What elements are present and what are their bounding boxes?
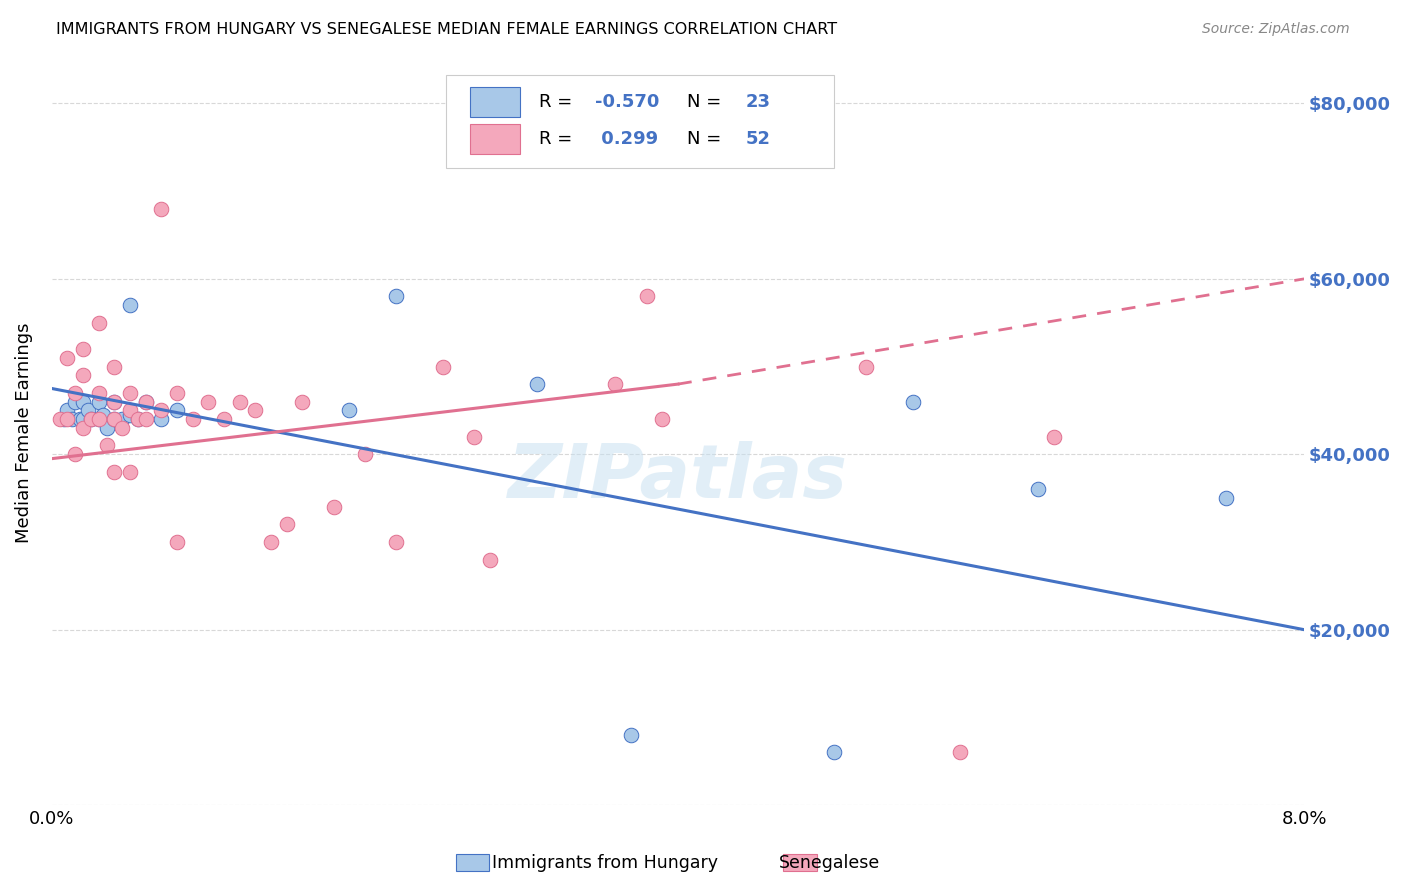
- Point: [855, 359, 877, 374]
- Point: [103, 394, 125, 409]
- Point: [824, 746, 846, 760]
- Point: [385, 535, 408, 549]
- Point: [1215, 491, 1237, 505]
- Point: [1026, 483, 1049, 497]
- Text: 0.299: 0.299: [595, 130, 658, 148]
- Text: Source: ZipAtlas.com: Source: ZipAtlas.com: [1202, 22, 1350, 37]
- FancyBboxPatch shape: [470, 87, 520, 117]
- Text: -0.570: -0.570: [595, 93, 659, 112]
- Point: [87, 412, 110, 426]
- Point: [276, 517, 298, 532]
- Text: R =: R =: [538, 93, 572, 112]
- Point: [135, 412, 157, 426]
- Point: [72, 412, 94, 426]
- Point: [118, 298, 141, 312]
- Point: [53, 412, 76, 426]
- FancyBboxPatch shape: [783, 854, 817, 871]
- Point: [949, 746, 972, 760]
- Point: [65, 385, 87, 400]
- Point: [605, 377, 627, 392]
- Point: [118, 385, 141, 400]
- Point: [526, 377, 548, 392]
- Point: [228, 394, 250, 409]
- Text: ZIPatlas: ZIPatlas: [508, 441, 848, 514]
- Point: [65, 394, 87, 409]
- Point: [72, 394, 94, 409]
- FancyBboxPatch shape: [456, 854, 489, 871]
- Point: [166, 535, 188, 549]
- Point: [103, 359, 125, 374]
- Point: [103, 465, 125, 479]
- Point: [901, 394, 924, 409]
- Point: [432, 359, 454, 374]
- Point: [150, 412, 173, 426]
- Point: [636, 289, 658, 303]
- Point: [181, 412, 204, 426]
- Text: R =: R =: [538, 130, 572, 148]
- Point: [76, 403, 98, 417]
- Point: [127, 412, 149, 426]
- Text: 52: 52: [745, 130, 770, 148]
- Point: [118, 408, 141, 422]
- Point: [166, 403, 188, 417]
- Point: [96, 421, 118, 435]
- Text: Senegalese: Senegalese: [779, 854, 880, 871]
- FancyBboxPatch shape: [470, 125, 520, 154]
- Point: [87, 385, 110, 400]
- Point: [72, 368, 94, 383]
- Point: [60, 412, 83, 426]
- Point: [651, 412, 673, 426]
- Point: [479, 552, 502, 566]
- Point: [150, 202, 173, 216]
- Point: [291, 394, 314, 409]
- Point: [80, 412, 103, 426]
- Point: [93, 408, 115, 422]
- Point: [72, 342, 94, 356]
- Point: [48, 412, 70, 426]
- Point: [87, 316, 110, 330]
- FancyBboxPatch shape: [446, 75, 835, 168]
- Point: [111, 421, 134, 435]
- Text: Immigrants from Hungary: Immigrants from Hungary: [492, 854, 717, 871]
- Point: [127, 412, 149, 426]
- Text: 23: 23: [745, 93, 770, 112]
- Point: [56, 412, 79, 426]
- Point: [135, 394, 157, 409]
- Text: IMMIGRANTS FROM HUNGARY VS SENEGALESE MEDIAN FEMALE EARNINGS CORRELATION CHART: IMMIGRANTS FROM HUNGARY VS SENEGALESE ME…: [56, 22, 838, 37]
- Point: [135, 394, 157, 409]
- Point: [1042, 430, 1064, 444]
- Point: [197, 394, 219, 409]
- Point: [322, 500, 344, 514]
- Text: N =: N =: [686, 130, 721, 148]
- Point: [337, 403, 360, 417]
- Point: [245, 403, 267, 417]
- Point: [87, 394, 110, 409]
- Point: [80, 412, 103, 426]
- Point: [212, 412, 235, 426]
- Text: N =: N =: [686, 93, 721, 112]
- Point: [56, 351, 79, 365]
- Point: [111, 412, 134, 426]
- Point: [620, 728, 643, 742]
- Point: [56, 403, 79, 417]
- Point: [118, 403, 141, 417]
- Point: [103, 394, 125, 409]
- Y-axis label: Median Female Earnings: Median Female Earnings: [15, 322, 32, 542]
- Point: [118, 465, 141, 479]
- Point: [166, 385, 188, 400]
- Point: [69, 412, 91, 426]
- Point: [103, 412, 125, 426]
- Point: [260, 535, 283, 549]
- Point: [96, 438, 118, 452]
- Point: [103, 412, 125, 426]
- Point: [353, 447, 375, 461]
- Point: [87, 412, 110, 426]
- Point: [72, 421, 94, 435]
- Point: [65, 447, 87, 461]
- Point: [385, 289, 408, 303]
- Point: [463, 430, 485, 444]
- Point: [150, 403, 173, 417]
